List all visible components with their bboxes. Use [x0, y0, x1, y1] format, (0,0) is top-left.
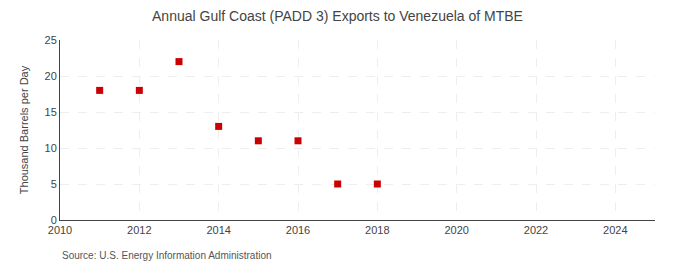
- svg-text:20: 20: [45, 70, 57, 82]
- svg-text:25: 25: [45, 34, 57, 46]
- svg-text:15: 15: [45, 106, 57, 118]
- svg-text:2022: 2022: [524, 224, 548, 236]
- svg-text:5: 5: [51, 178, 57, 190]
- svg-text:2014: 2014: [206, 224, 230, 236]
- svg-text:2024: 2024: [603, 224, 627, 236]
- svg-text:Thousand Barrels per Day: Thousand Barrels per Day: [18, 65, 30, 194]
- svg-text:0: 0: [51, 214, 57, 226]
- svg-text:Annual Gulf Coast (PADD 3) Exp: Annual Gulf Coast (PADD 3) Exports to Ve…: [152, 8, 523, 24]
- svg-text:Source: U.S. Energy Informatio: Source: U.S. Energy Information Administ…: [62, 250, 272, 261]
- svg-text:2020: 2020: [444, 224, 468, 236]
- svg-text:2016: 2016: [286, 224, 310, 236]
- svg-text:2012: 2012: [127, 224, 151, 236]
- svg-text:2010: 2010: [48, 224, 72, 236]
- svg-text:10: 10: [45, 142, 57, 154]
- svg-text:2018: 2018: [365, 224, 389, 236]
